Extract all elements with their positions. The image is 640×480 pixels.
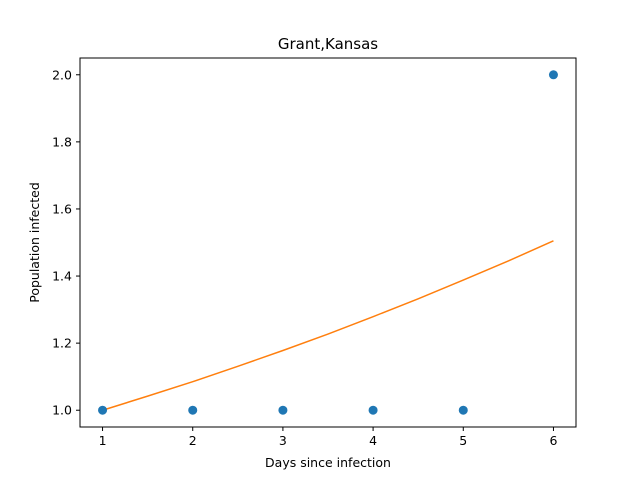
x-tick-label: 4 <box>369 433 377 448</box>
plot-area <box>80 58 576 427</box>
y-tick-label: 1.0 <box>52 403 72 418</box>
fit-line <box>102 240 554 411</box>
y-tick-label: 1.6 <box>52 201 72 216</box>
x-tick-label: 6 <box>549 433 557 448</box>
y-axis: 1.0 1.2 1.4 1.6 1.8 2.0 <box>52 67 80 418</box>
x-tick-label: 2 <box>189 433 197 448</box>
y-axis-label: Population infected <box>27 182 42 303</box>
y-tick-label: 1.2 <box>52 336 72 351</box>
x-tick-label: 3 <box>279 433 287 448</box>
data-point-1 <box>98 405 108 415</box>
data-point-4 <box>368 405 378 415</box>
y-tick-label: 2.0 <box>52 67 72 82</box>
x-axis-label: Days since infection <box>265 455 391 470</box>
y-tick-label: 1.4 <box>52 269 72 284</box>
plot-frame <box>79 57 577 428</box>
data-point-3 <box>278 405 288 415</box>
x-tick-label: 5 <box>459 433 467 448</box>
x-tick-label: 1 <box>99 433 107 448</box>
chart-marks <box>98 70 558 415</box>
chart-title: Grant,Kansas <box>278 35 378 53</box>
data-point-6 <box>548 70 558 80</box>
y-tick-label: 1.8 <box>52 134 72 149</box>
data-point-5 <box>458 405 468 415</box>
x-axis: 1 2 3 4 5 6 <box>99 427 557 448</box>
data-point-2 <box>188 405 198 415</box>
